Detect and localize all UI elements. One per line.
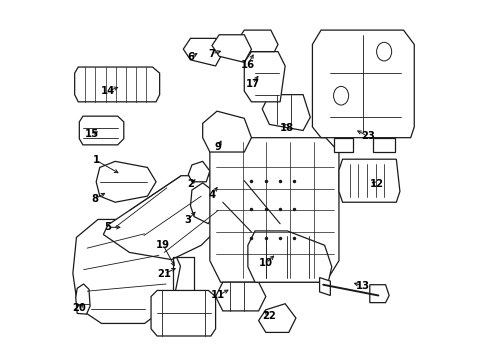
Text: 23: 23 (361, 131, 374, 141)
Polygon shape (74, 67, 160, 102)
Text: 17: 17 (246, 79, 260, 89)
Text: 20: 20 (73, 303, 86, 314)
Polygon shape (262, 95, 310, 131)
Text: 15: 15 (84, 129, 98, 139)
Polygon shape (370, 285, 389, 303)
Polygon shape (191, 183, 216, 224)
Polygon shape (339, 159, 400, 202)
Text: 3: 3 (184, 215, 191, 225)
Text: 19: 19 (156, 240, 170, 250)
Text: 2: 2 (187, 179, 194, 189)
Text: 5: 5 (104, 222, 112, 232)
Polygon shape (245, 51, 285, 102)
Polygon shape (210, 159, 231, 182)
Text: 22: 22 (263, 311, 276, 320)
Polygon shape (334, 138, 353, 152)
Text: 4: 4 (208, 190, 216, 200)
Ellipse shape (377, 42, 392, 61)
Text: 1: 1 (93, 155, 100, 165)
Polygon shape (319, 278, 330, 296)
Text: 21: 21 (157, 269, 171, 279)
Polygon shape (373, 138, 395, 152)
Text: 12: 12 (370, 179, 384, 189)
Polygon shape (79, 116, 124, 145)
Text: 18: 18 (280, 123, 294, 133)
Ellipse shape (115, 222, 140, 237)
Text: 11: 11 (211, 291, 225, 301)
Polygon shape (237, 30, 278, 51)
Polygon shape (210, 138, 339, 282)
Polygon shape (248, 231, 332, 282)
Text: 16: 16 (241, 59, 255, 69)
Polygon shape (96, 161, 156, 202)
Polygon shape (313, 30, 414, 138)
Polygon shape (103, 176, 220, 260)
Text: 6: 6 (187, 52, 194, 62)
Ellipse shape (334, 86, 349, 105)
Text: 7: 7 (209, 49, 216, 59)
Text: 9: 9 (215, 142, 221, 152)
Polygon shape (183, 39, 223, 66)
Polygon shape (212, 35, 251, 62)
Polygon shape (203, 111, 251, 152)
Polygon shape (188, 161, 210, 182)
Polygon shape (216, 282, 266, 311)
Polygon shape (151, 291, 216, 336)
Text: 10: 10 (259, 258, 273, 268)
Text: 8: 8 (92, 194, 98, 204)
Text: 14: 14 (101, 86, 115, 96)
Polygon shape (73, 220, 180, 323)
Polygon shape (76, 284, 90, 314)
Polygon shape (259, 304, 296, 332)
Text: 13: 13 (356, 281, 369, 291)
